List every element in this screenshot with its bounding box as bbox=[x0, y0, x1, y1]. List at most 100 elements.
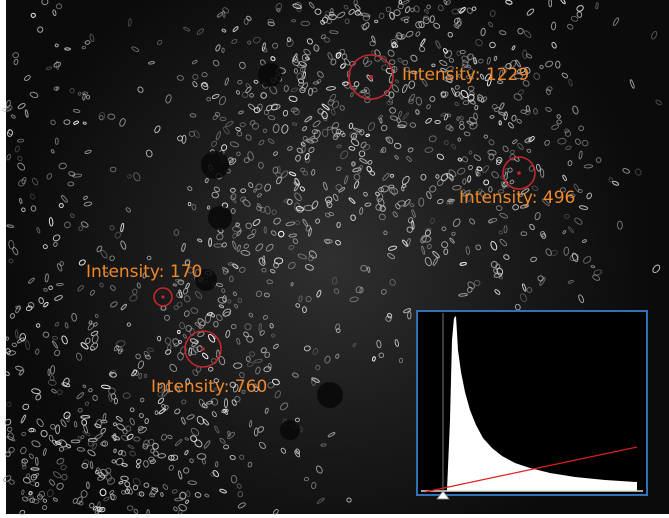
mitochondrion bbox=[31, 388, 41, 395]
mitochondrion bbox=[556, 119, 562, 125]
mitochondrion bbox=[235, 90, 240, 95]
mitochondrion bbox=[42, 448, 47, 456]
mitochondrion bbox=[253, 79, 259, 84]
mitochondrion bbox=[463, 131, 471, 137]
mitochondrion bbox=[237, 79, 243, 85]
mitochondrion bbox=[30, 467, 40, 471]
mitochondrion bbox=[241, 389, 246, 394]
mitochondrion bbox=[35, 348, 40, 355]
mitochondrion bbox=[300, 167, 306, 173]
mitochondrion bbox=[473, 59, 478, 65]
mitochondrion bbox=[9, 313, 15, 319]
mitochondrion bbox=[194, 291, 203, 299]
mitochondrion bbox=[208, 366, 214, 372]
mitochondrion bbox=[127, 444, 135, 449]
mitochondrion bbox=[272, 123, 280, 134]
mitochondrion bbox=[493, 107, 500, 112]
mitochondrion bbox=[388, 98, 394, 104]
mitochondrion bbox=[424, 229, 431, 237]
mitochondrion bbox=[559, 0, 566, 5]
mitochondrion bbox=[247, 40, 252, 45]
mitochondrion bbox=[456, 116, 460, 121]
mitochondrion bbox=[301, 82, 309, 91]
mitochondrion bbox=[6, 224, 15, 228]
mitochondrion bbox=[69, 213, 75, 219]
mitochondrion bbox=[150, 487, 159, 496]
mitochondrion bbox=[177, 470, 183, 480]
mitochondrion bbox=[568, 226, 574, 234]
mitochondrion bbox=[190, 427, 200, 436]
mitochondrion bbox=[222, 7, 229, 14]
mitochondrion bbox=[408, 80, 416, 89]
mitochondrion bbox=[339, 130, 345, 135]
mitochondrion bbox=[635, 168, 642, 176]
mitochondrion bbox=[286, 198, 293, 205]
mitochondrion bbox=[513, 73, 523, 80]
mitochondrion bbox=[467, 93, 475, 102]
mitochondrion bbox=[567, 280, 574, 284]
mitochondrion bbox=[267, 21, 275, 27]
mitochondrion bbox=[178, 509, 183, 515]
annotation: Intensity: 496 bbox=[459, 156, 575, 208]
mitochondrion bbox=[168, 464, 174, 471]
mitochondrion bbox=[182, 333, 187, 339]
mitochondrion bbox=[80, 342, 89, 350]
mitochondrion bbox=[306, 38, 313, 45]
mitochondrion bbox=[498, 230, 503, 235]
mitochondrion bbox=[295, 220, 300, 226]
mitochondrion bbox=[301, 54, 309, 62]
mitochondrion bbox=[230, 474, 238, 484]
min-slider[interactable] bbox=[436, 490, 450, 500]
mitochondrion bbox=[394, 79, 399, 84]
mitochondrion bbox=[110, 301, 118, 308]
mitochondrion bbox=[567, 160, 573, 166]
mitochondrion bbox=[24, 109, 29, 118]
mitochondrion bbox=[210, 313, 215, 318]
mitochondrion bbox=[196, 453, 207, 460]
mitochondrion bbox=[401, 175, 410, 185]
mitochondrion bbox=[545, 88, 551, 95]
mitochondrion bbox=[385, 6, 392, 13]
mitochondrion bbox=[260, 347, 267, 354]
mitochondrion bbox=[236, 229, 242, 237]
mitochondrion bbox=[524, 67, 531, 74]
mitochondrion bbox=[222, 308, 232, 317]
mitochondrion bbox=[35, 394, 42, 401]
mitochondrion bbox=[449, 237, 455, 244]
mitochondrion bbox=[213, 387, 220, 391]
mitochondrion bbox=[385, 315, 392, 322]
mitochondrion bbox=[475, 244, 481, 251]
mitochondrion bbox=[259, 330, 265, 336]
mitochondrion bbox=[461, 189, 466, 194]
mitochondrion bbox=[132, 369, 139, 376]
mitochondrion bbox=[435, 174, 440, 179]
mitochondrion bbox=[362, 22, 370, 31]
mitochondrion bbox=[263, 226, 267, 234]
mitochondrion bbox=[469, 91, 475, 96]
mitochondrion bbox=[303, 48, 311, 56]
mitochondrion bbox=[578, 294, 584, 304]
mitochondrion bbox=[111, 494, 117, 501]
mitochondrion bbox=[371, 35, 376, 43]
mitochondrion bbox=[178, 289, 183, 299]
mitochondrion bbox=[396, 117, 401, 123]
mitochondrion bbox=[507, 167, 513, 173]
mitochondrion bbox=[124, 481, 131, 488]
mitochondrion bbox=[526, 148, 532, 153]
mitochondrion bbox=[204, 178, 209, 184]
mitochondrion bbox=[302, 71, 306, 80]
mitochondrion bbox=[138, 426, 147, 434]
mitochondrion bbox=[86, 481, 90, 489]
mitochondrion bbox=[445, 75, 453, 84]
mitochondrion bbox=[229, 141, 239, 148]
mitochondrion bbox=[117, 348, 123, 355]
mitochondrion bbox=[378, 213, 386, 221]
mitochondrion bbox=[82, 459, 90, 467]
mitochondrion bbox=[403, 18, 409, 24]
mitochondrion bbox=[232, 263, 239, 269]
mitochondrion bbox=[189, 458, 194, 463]
mitochondrion bbox=[475, 39, 483, 47]
mitochondrion bbox=[595, 157, 602, 163]
mitochondrion bbox=[252, 219, 261, 226]
